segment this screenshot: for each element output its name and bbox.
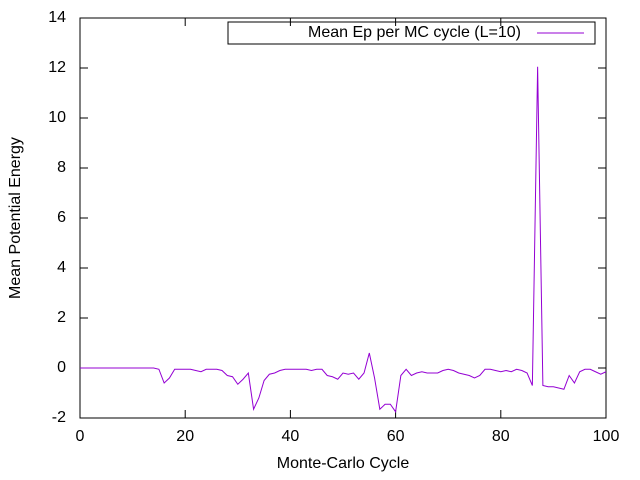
y-tick-label: 2 [57, 309, 66, 326]
x-tick-label: 0 [76, 428, 85, 445]
y-tick-label: 12 [48, 59, 66, 76]
y-tick-label: -2 [52, 409, 66, 426]
plot-frame [79, 17, 607, 419]
x-tick-label: 40 [282, 428, 300, 445]
y-axis-label: Mean Potential Energy [7, 137, 24, 299]
legend-box [227, 21, 596, 45]
x-tick-label: 20 [176, 428, 194, 445]
y-tick-label: 8 [57, 159, 66, 176]
series-line [80, 66, 607, 414]
x-tick-label: 60 [387, 428, 405, 445]
x-tick-label: 100 [593, 428, 620, 445]
y-tick-label: 14 [48, 9, 66, 26]
y-tick-label: 10 [48, 109, 66, 126]
x-axis-label: Monte-Carlo Cycle [277, 455, 410, 472]
legend-label: Mean Ep per MC cycle (L=10) [308, 24, 521, 41]
y-tick-label: 0 [57, 359, 66, 376]
y-tick-label: 4 [57, 259, 66, 276]
x-tick-label: 80 [492, 428, 510, 445]
y-tick-label: 6 [57, 209, 66, 226]
